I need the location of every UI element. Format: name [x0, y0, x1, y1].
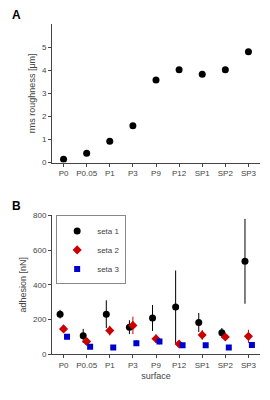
svg-text:B: B: [12, 199, 21, 213]
svg-text:P1: P1: [105, 361, 115, 370]
svg-text:surface: surface: [141, 371, 171, 381]
svg-text:P3: P3: [128, 169, 138, 178]
svg-text:1: 1: [42, 135, 47, 144]
svg-text:0: 0: [42, 158, 47, 167]
svg-text:P1: P1: [105, 169, 115, 178]
svg-text:P0: P0: [59, 361, 69, 370]
svg-text:A: A: [12, 8, 21, 22]
svg-text:200: 200: [33, 315, 47, 324]
svg-text:seta 2: seta 2: [97, 246, 119, 255]
svg-text:2: 2: [42, 112, 47, 121]
svg-text:P0.05: P0.05: [76, 361, 97, 370]
svg-text:SP2: SP2: [218, 361, 234, 370]
svg-text:seta 3: seta 3: [97, 265, 119, 274]
svg-text:SP2: SP2: [218, 169, 234, 178]
svg-text:5: 5: [42, 43, 47, 52]
svg-text:SP3: SP3: [241, 169, 257, 178]
svg-text:adhesion [nN]: adhesion [nN]: [18, 257, 28, 313]
svg-text:P9: P9: [151, 361, 161, 370]
svg-text:800: 800: [33, 211, 47, 220]
svg-text:3: 3: [42, 89, 47, 98]
svg-text:P0.05: P0.05: [76, 169, 97, 178]
svg-text:600: 600: [33, 246, 47, 255]
svg-text:P12: P12: [172, 361, 187, 370]
svg-text:SP1: SP1: [195, 169, 211, 178]
svg-text:P9: P9: [151, 169, 161, 178]
svg-text:rms roughness [μm]: rms roughness [μm]: [27, 53, 37, 133]
svg-text:P3: P3: [128, 361, 138, 370]
svg-text:0: 0: [42, 350, 47, 359]
svg-text:400: 400: [33, 281, 47, 290]
svg-text:4: 4: [42, 66, 47, 75]
svg-text:SP1: SP1: [195, 361, 211, 370]
svg-text:SP3: SP3: [241, 361, 257, 370]
svg-text:P0: P0: [59, 169, 69, 178]
svg-text:seta 1: seta 1: [97, 227, 119, 236]
svg-text:P12: P12: [172, 169, 187, 178]
